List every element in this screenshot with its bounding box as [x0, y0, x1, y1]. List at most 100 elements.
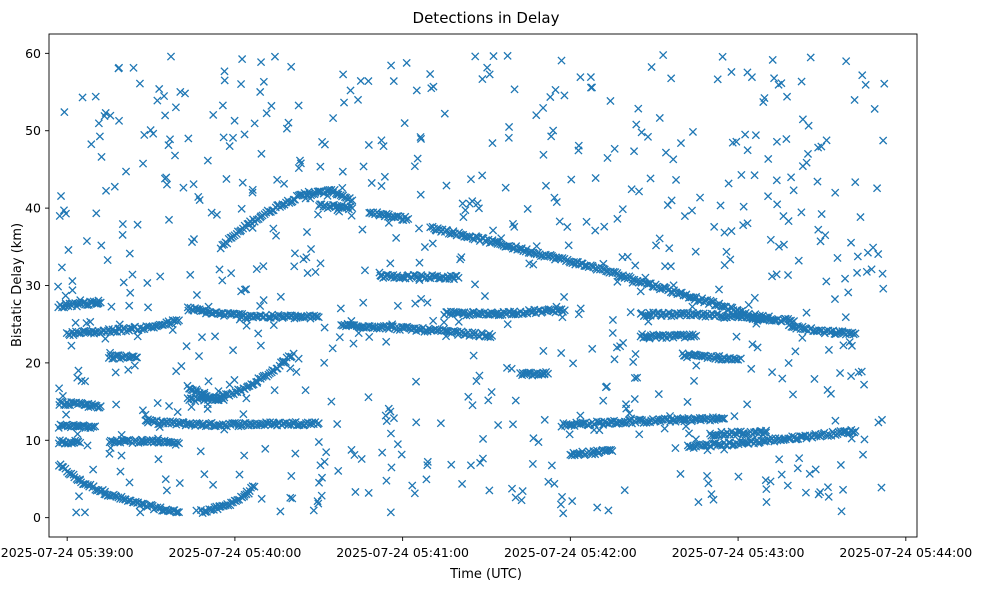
data-point: [74, 422, 83, 431]
data-point: [692, 361, 701, 370]
data-point: [777, 79, 786, 88]
data-point: [484, 310, 493, 319]
data-point: [634, 104, 643, 113]
data-point: [703, 446, 712, 455]
data-point: [174, 508, 184, 517]
data-point: [194, 192, 203, 202]
data-point: [143, 415, 153, 424]
data-point: [252, 265, 261, 274]
data-point: [310, 311, 319, 320]
data-point: [795, 454, 804, 463]
data-point: [138, 435, 147, 445]
data-point: [153, 399, 162, 408]
data-point: [620, 486, 629, 495]
data-point: [518, 487, 527, 496]
data-point: [523, 368, 532, 378]
data-point: [494, 308, 503, 317]
data-point: [166, 52, 176, 61]
data-point: [720, 414, 729, 423]
data-point: [767, 272, 777, 281]
data-point: [112, 400, 121, 409]
data-point: [214, 421, 223, 430]
data-point: [89, 422, 98, 431]
data-point: [539, 346, 548, 356]
data-point: [619, 338, 628, 348]
data-point: [375, 268, 384, 277]
data-point: [475, 371, 484, 380]
data-point: [539, 103, 548, 112]
data-point: [559, 509, 568, 518]
data-point: [111, 368, 120, 377]
data-point: [287, 471, 296, 480]
data-point: [270, 419, 279, 428]
data-point: [692, 331, 701, 340]
data-point: [476, 458, 485, 467]
data-point: [503, 51, 512, 60]
data-point: [71, 318, 80, 327]
data-point: [591, 173, 600, 183]
data-point: [489, 52, 498, 61]
data-point: [408, 481, 417, 490]
data-point: [689, 376, 699, 385]
data-point: [100, 112, 109, 121]
data-point: [125, 478, 134, 487]
data-point: [660, 424, 669, 433]
data-point: [306, 244, 316, 254]
data-point: [711, 431, 720, 440]
data-point: [751, 131, 760, 140]
data-point: [365, 332, 374, 341]
data-point: [523, 204, 532, 213]
data-point: [87, 422, 96, 431]
data-point: [60, 108, 69, 117]
data-point: [629, 357, 638, 367]
data-point: [144, 303, 153, 312]
data-point: [400, 119, 409, 128]
data-point: [507, 484, 517, 493]
data-point: [95, 132, 104, 141]
data-point: [382, 416, 391, 426]
data-point: [110, 182, 119, 191]
data-point: [360, 266, 370, 275]
data-point: [695, 193, 705, 202]
data-point: [420, 242, 429, 252]
data-point: [282, 124, 291, 133]
data-point: [411, 299, 420, 308]
data-point: [779, 212, 788, 221]
data-point: [539, 150, 548, 159]
data-point: [288, 494, 297, 503]
data-point: [831, 188, 840, 197]
data-point: [323, 191, 332, 200]
data-point: [82, 236, 91, 246]
data-point: [146, 126, 155, 135]
data-point: [296, 159, 305, 168]
data-point: [798, 162, 807, 171]
y-tick-label: 60: [25, 46, 41, 61]
data-point: [603, 153, 612, 162]
data-point: [292, 312, 301, 321]
data-point: [655, 285, 665, 294]
data-point: [454, 317, 463, 326]
data-point: [196, 447, 205, 456]
data-point: [846, 238, 856, 247]
data-point: [839, 341, 848, 350]
data-point: [841, 313, 850, 322]
data-point: [626, 308, 635, 317]
data-point: [667, 74, 676, 83]
data-point: [447, 460, 456, 469]
data-point: [141, 410, 150, 419]
data-point: [192, 506, 201, 515]
data-point: [560, 306, 569, 315]
data-point: [501, 183, 510, 192]
data-point: [257, 494, 266, 503]
data-point: [133, 220, 142, 229]
data-point: [630, 394, 639, 404]
data-point: [582, 217, 591, 226]
data-point: [716, 201, 725, 210]
data-point: [551, 85, 560, 94]
data-point: [458, 479, 467, 488]
data-point: [54, 282, 63, 291]
data-point: [396, 273, 405, 282]
data-point: [680, 417, 689, 426]
data-point: [660, 414, 669, 423]
data-point: [126, 288, 135, 297]
